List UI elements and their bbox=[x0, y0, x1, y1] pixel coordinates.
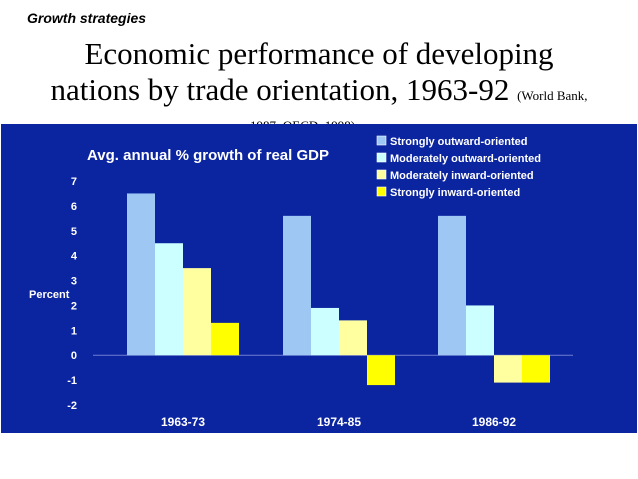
bar-1-1974-85 bbox=[283, 215, 311, 356]
y-axis-label: Percent bbox=[29, 289, 70, 301]
page-title: Economic performance of developing natio… bbox=[0, 36, 638, 114]
y-tick-label: 5 bbox=[71, 226, 77, 238]
y-tick-label: 2 bbox=[71, 300, 77, 312]
chart-legend: Strongly outward-oriented Moderately outw… bbox=[376, 135, 541, 199]
y-tick-label: -2 bbox=[67, 400, 77, 412]
y-tick-label: 7 bbox=[71, 176, 77, 188]
bar-1-1963-73 bbox=[127, 193, 155, 356]
legend-label: Moderately inward-oriented bbox=[390, 170, 534, 182]
bar-1-1986-92 bbox=[438, 215, 466, 356]
bar-4-1963-73 bbox=[211, 322, 239, 356]
y-tick-label: 3 bbox=[71, 276, 77, 288]
y-tick-label: 1 bbox=[71, 325, 77, 337]
legend-label: Moderately outward-oriented bbox=[390, 153, 541, 165]
y-tick-label: 4 bbox=[71, 251, 78, 263]
bar-2-1986-92 bbox=[466, 305, 494, 356]
bar-4-1986-92 bbox=[522, 355, 550, 383]
bar-3-1986-92 bbox=[494, 355, 522, 383]
legend-swatch bbox=[376, 186, 387, 197]
y-tick-label: -1 bbox=[67, 375, 77, 387]
bar-3-1963-73 bbox=[183, 268, 211, 356]
x-category-label: 1963-73 bbox=[161, 415, 205, 429]
bar-3-1974-85 bbox=[339, 320, 367, 356]
title-line-2: nations by trade orientation, 1963-92 bbox=[50, 72, 510, 107]
legend-swatch bbox=[376, 135, 387, 146]
y-tick-label: 6 bbox=[71, 201, 77, 213]
y-tick-label: 0 bbox=[71, 350, 77, 362]
legend-swatch bbox=[376, 169, 387, 180]
source-citation-continued: 1987; OECD, 1998) bbox=[250, 115, 355, 124]
source-citation: (World Bank, bbox=[517, 88, 588, 103]
section-label: Growth strategies bbox=[27, 10, 147, 26]
legend-label: Strongly inward-oriented bbox=[390, 187, 520, 199]
legend-swatch bbox=[376, 152, 387, 163]
gdp-growth-chart: Avg. annual % growth of real GDP Percent… bbox=[29, 135, 573, 429]
x-category-label: 1974-85 bbox=[317, 415, 361, 429]
x-category-label: 1986-92 bbox=[472, 415, 516, 429]
chart-title: Avg. annual % growth of real GDP bbox=[87, 147, 329, 164]
bar-2-1963-73 bbox=[155, 243, 183, 356]
chart-panel: Avg. annual % growth of real GDP Percent… bbox=[1, 124, 637, 433]
bar-4-1974-85 bbox=[367, 355, 395, 386]
legend-label: Strongly outward-oriented bbox=[390, 136, 528, 148]
title-line-1: Economic performance of developing bbox=[84, 36, 554, 71]
bar-2-1974-85 bbox=[311, 307, 339, 356]
